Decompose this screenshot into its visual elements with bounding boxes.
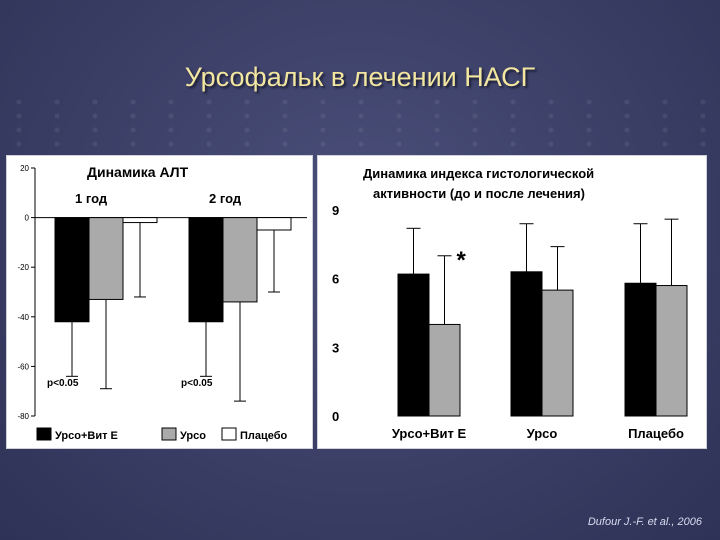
y-tick-label: -20 <box>17 263 29 272</box>
bar <box>54 217 90 323</box>
y-tick-label: 0 <box>332 409 339 424</box>
category-label: Урсо <box>527 426 558 441</box>
legend-swatch-urso-vit-e <box>36 427 52 441</box>
legend-swatch-placebo <box>221 427 237 441</box>
y-tick-label: 6 <box>332 272 339 287</box>
p-value-label: p<0.05 <box>47 378 79 389</box>
bar <box>510 271 543 417</box>
bar <box>428 323 461 417</box>
legend-label-placebo: Плацебо <box>240 430 288 442</box>
bar <box>88 217 124 300</box>
y-tick-label: 9 <box>332 203 339 218</box>
slide-title: Урсофальк в лечении НАСГ <box>184 62 536 92</box>
bar <box>541 289 574 417</box>
category-label: Урсо+Вит Е <box>392 426 467 441</box>
alt-chart-title: Динамика АЛТ <box>87 164 189 180</box>
alt-chart-panel: Динамика АЛТ 20 0 -20 -40 -60 -80 1 год p<0.05 2… <box>6 155 313 449</box>
y-tick-label: -40 <box>17 313 29 322</box>
y-tick-label: 3 <box>332 340 339 355</box>
alt-chart: Динамика АЛТ 20 0 -20 -40 -60 -80 1 год p<0.05 2… <box>17 164 307 442</box>
histology-chart-title-line1: Динамика индекса гистологической <box>363 166 594 181</box>
histology-chart: Динамика индекса гистологической активно… <box>332 166 688 441</box>
y-tick-label: 0 <box>25 214 30 223</box>
category-label: 1 год <box>75 191 108 206</box>
bar <box>655 285 688 417</box>
category-label: 2 год <box>209 191 242 206</box>
legend-swatch-urso <box>161 427 177 441</box>
y-tick-label: 20 <box>20 164 29 173</box>
bar <box>188 217 224 323</box>
category-label: Плацебо <box>628 426 684 441</box>
histology-chart-panel: Динамика индекса гистологической активно… <box>317 155 707 449</box>
citation: Dufour J.-F. et al., 2006 <box>587 516 702 528</box>
bar <box>222 217 258 303</box>
histology-chart-title-line2: активности (до и после лечения) <box>373 186 585 201</box>
bar <box>256 217 292 231</box>
y-tick-label: -60 <box>17 362 29 371</box>
significance-marker: * <box>457 247 467 274</box>
bar <box>397 273 430 417</box>
bar <box>122 217 158 224</box>
legend-label-urso: Урсо <box>180 430 206 442</box>
p-value-label: p<0.05 <box>181 378 213 389</box>
bar <box>624 282 657 417</box>
y-tick-label: -80 <box>17 412 29 421</box>
legend-label-urso-vit-e: Урсо+Вит Е <box>55 430 118 442</box>
